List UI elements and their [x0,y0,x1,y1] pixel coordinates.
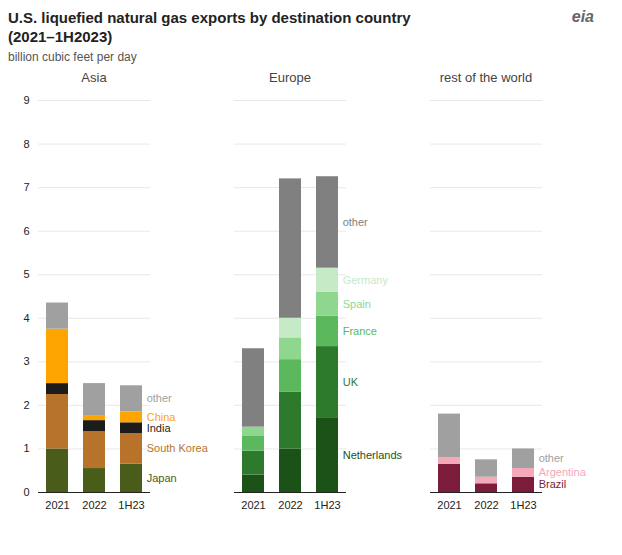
svg-text:France: France [343,325,377,337]
svg-text:other: other [147,392,172,404]
svg-text:Brazil: Brazil [539,478,567,490]
svg-text:1: 1 [23,442,29,454]
svg-text:1H23: 1H23 [314,499,340,511]
svg-text:2022: 2022 [474,499,498,511]
svg-text:Argentina: Argentina [539,466,587,478]
html-text:Asia: Asia [81,70,107,85]
svg-text:9: 9 [23,94,29,106]
svg-text:China: China [147,411,177,423]
svg-text:Germany: Germany [343,274,389,286]
svg-text:2022: 2022 [278,499,302,511]
svg-text:other: other [343,216,368,228]
svg-text:1H23: 1H23 [510,499,536,511]
svg-text:6: 6 [23,225,29,237]
svg-text:3: 3 [23,355,29,367]
svg-text:other: other [539,452,564,464]
svg-text:2021: 2021 [45,499,69,511]
html-text:eia: eia [571,8,594,25]
svg-text:7: 7 [23,181,29,193]
html-text:rest of the world: rest of the world [439,70,533,85]
svg-text:2: 2 [23,399,29,411]
svg-text:South Korea: South Korea [147,442,209,454]
svg-text:Spain: Spain [343,298,371,310]
html-text:(2021–1H2023): (2021–1H2023) [8,28,113,45]
svg-text:Japan: Japan [147,472,177,484]
svg-text:1H23: 1H23 [118,499,144,511]
svg-text:UK: UK [343,376,359,388]
svg-text:0: 0 [23,486,29,498]
svg-text:2022: 2022 [82,499,106,511]
html-text:billion cubic feet per day: billion cubic feet per day [8,50,137,64]
svg-text:5: 5 [23,268,29,280]
svg-text:2021: 2021 [241,499,265,511]
html-text:U.S. liquefied natural gas exp: U.S. liquefied natural gas exports by de… [8,9,411,26]
svg-text:India: India [147,422,172,434]
html-text:Europe: Europe [269,70,311,85]
svg-text:2021: 2021 [437,499,461,511]
svg-text:Netherlands: Netherlands [343,449,403,461]
svg-text:4: 4 [23,312,29,324]
svg-text:8: 8 [23,138,29,150]
